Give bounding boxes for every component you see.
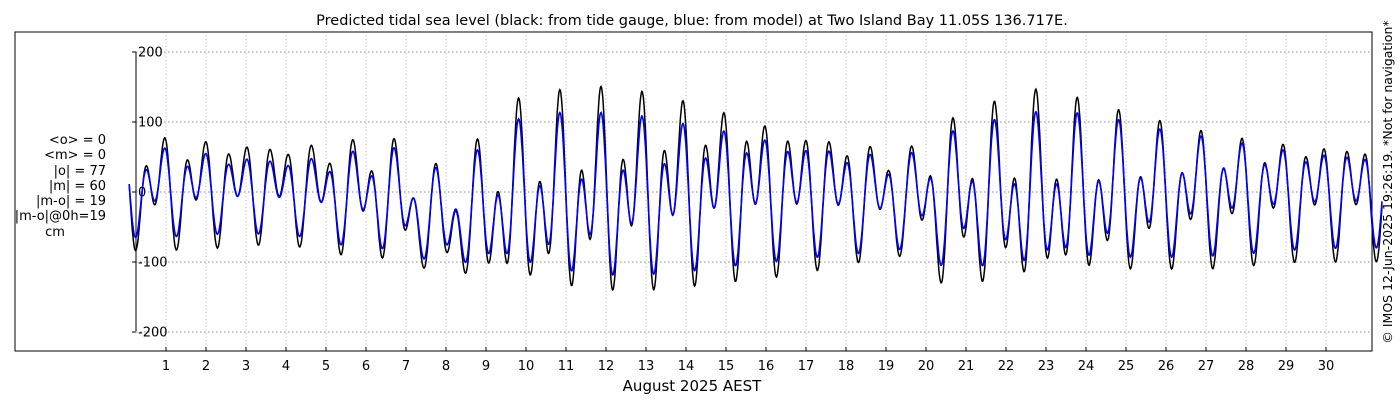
x-tick-label: 25 (1118, 359, 1135, 374)
x-tick-label: 4 (282, 359, 290, 374)
x-tick-label: 16 (758, 359, 775, 374)
x-tick-label: 20 (918, 359, 935, 374)
x-tick-label: 18 (838, 359, 855, 374)
plot-frame (14, 31, 1373, 352)
stat-mean-model: <m> = 0 (44, 148, 106, 164)
x-tick-label: 7 (402, 359, 410, 374)
x-tick-label: 29 (1278, 359, 1295, 374)
y-tick-label: -200 (138, 326, 168, 341)
stat-abs-obs: |o| = 77 (53, 163, 106, 179)
x-tick-label: 23 (1038, 359, 1055, 374)
x-tick-label: 8 (442, 359, 450, 374)
grid-lines (136, 32, 1372, 351)
stats-panel: <o> = 0 <m> = 0 |o| = 77 |m| = 60 |m-o| … (0, 133, 110, 240)
x-tick-label: 9 (482, 359, 490, 374)
x-tick-label: 26 (1158, 359, 1175, 374)
x-tick-label: 19 (878, 359, 895, 374)
x-tick-label: 30 (1318, 359, 1335, 374)
x-tick-label: 17 (798, 359, 815, 374)
stat-abs-diff-0h: |m-o|@0h=19 (14, 209, 106, 225)
x-tick-label: 14 (678, 359, 695, 374)
x-tick-label: 28 (1238, 359, 1255, 374)
stat-unit: cm (45, 224, 65, 240)
x-tick-label: 15 (718, 359, 735, 374)
x-tick-label: 11 (558, 359, 575, 374)
x-tick-label: 22 (998, 359, 1015, 374)
series-layer (128, 85, 1383, 292)
chart-title: Predicted tidal sea level (black: from t… (316, 13, 1068, 29)
x-tick-label: 6 (362, 359, 370, 374)
series-model-line (128, 110, 1383, 276)
x-tick-label: 10 (518, 359, 535, 374)
series-tide-gauge-line (128, 85, 1383, 292)
x-tick-label: 13 (638, 359, 655, 374)
stat-mean-obs: <o> = 0 (48, 133, 106, 148)
x-tick-label: 3 (242, 359, 250, 374)
x-tick-label: 1 (162, 359, 170, 374)
x-tick-label: 21 (958, 359, 975, 374)
x-axis-ticks: 1 2 3 4 5 6 7 8 9 10 11 12 13 14 15 16 17 18 19 20 21 22 23 24 2… (162, 347, 1334, 374)
x-tick-label: 27 (1198, 359, 1215, 374)
x-tick-label: 2 (202, 359, 210, 374)
copyright-note: © IMOS 12-Jun-2025 19:26:19. *Not for na… (1380, 20, 1395, 343)
stat-abs-model: |m| = 60 (48, 178, 106, 194)
x-tick-label: 24 (1078, 359, 1095, 374)
y-tick-label: 200 (138, 46, 163, 61)
stat-abs-diff: |m-o| = 19 (35, 194, 106, 210)
x-axis-label: August 2025 AEST (623, 377, 762, 395)
y-tick-label: 100 (138, 116, 163, 131)
x-tick-label: 5 (322, 359, 330, 374)
y-tick-label: -100 (138, 256, 168, 271)
x-tick-label: 12 (598, 359, 615, 374)
